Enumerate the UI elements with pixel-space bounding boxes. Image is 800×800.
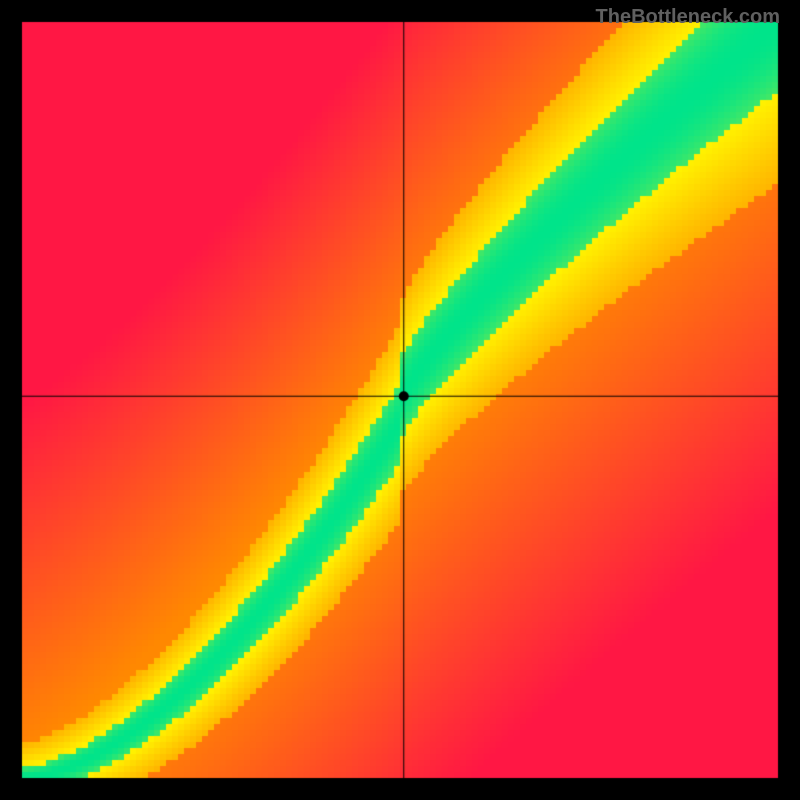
attribution-label: TheBottleneck.com [596, 6, 780, 29]
bottleneck-heatmap [0, 0, 800, 800]
chart-container: TheBottleneck.com [0, 0, 800, 800]
